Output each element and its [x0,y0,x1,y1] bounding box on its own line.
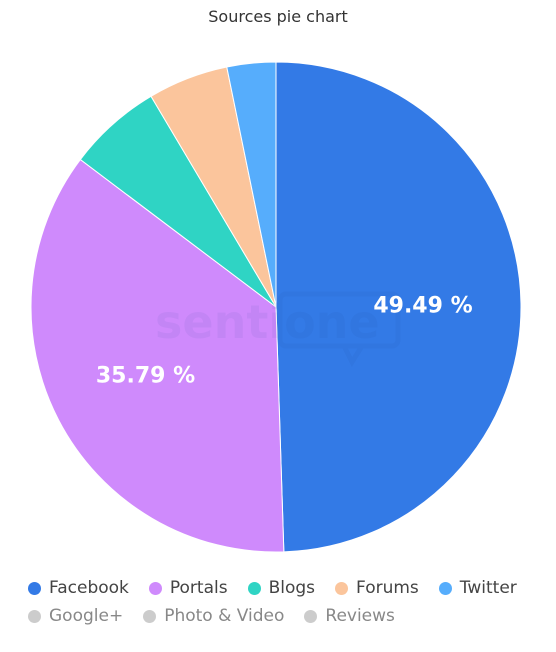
legend-dot-icon [247,581,261,595]
legend-label: Photo & Video [164,606,285,626]
legend-label: Twitter [459,578,517,598]
pie-slice-facebook[interactable] [275,61,522,553]
watermark-text: sentione [155,295,380,349]
legend-row: Facebook Portals Blogs Forums Twitter [28,574,548,602]
legend-label: Portals [169,578,228,598]
pie-slice-portals[interactable] [30,158,285,553]
legend-dot-icon [28,581,41,595]
legend-dot-icon [335,581,349,595]
legend-label: Google+ [49,606,124,626]
legend-label: Reviews [325,606,395,626]
legend-item-facebook[interactable]: Facebook [28,578,129,598]
watermark-logo: sentione [155,291,401,368]
legend-item-blogs[interactable]: Blogs [247,578,316,598]
legend-dot-icon [304,609,318,623]
legend-label: Forums [356,578,419,598]
legend-item-google-[interactable]: Google+ [28,606,123,626]
legend-dot-icon [438,581,452,595]
slice-label: 35.79 % [96,364,195,389]
slice-labels: 49.49 % 35.79 % [96,294,473,389]
chart-title: Sources pie chart [208,7,348,26]
legend-item-reviews[interactable]: Reviews [304,606,395,626]
pie-slice-twitter[interactable] [226,61,277,308]
legend-label: Facebook [49,578,129,598]
legend-item-photo-video[interactable]: Photo & Video [143,606,284,626]
legend-item-forums[interactable]: Forums [335,578,419,598]
legend-item-twitter[interactable]: Twitter [438,578,517,598]
legend-dot-icon [148,581,162,595]
pie-chart: sentione 49.49 % 35.79 % [30,61,522,553]
legend: Facebook Portals Blogs Forums Twitter Google… [28,574,548,630]
legend-label: Blogs [268,578,316,598]
legend-dot-icon [143,609,157,623]
legend-dot-icon [28,609,41,623]
pie-slices [30,61,522,553]
legend-item-portals[interactable]: Portals [148,578,228,598]
slice-label: 49.49 % [373,294,472,319]
legend-row: Google+ Photo & Video Reviews [28,602,548,630]
